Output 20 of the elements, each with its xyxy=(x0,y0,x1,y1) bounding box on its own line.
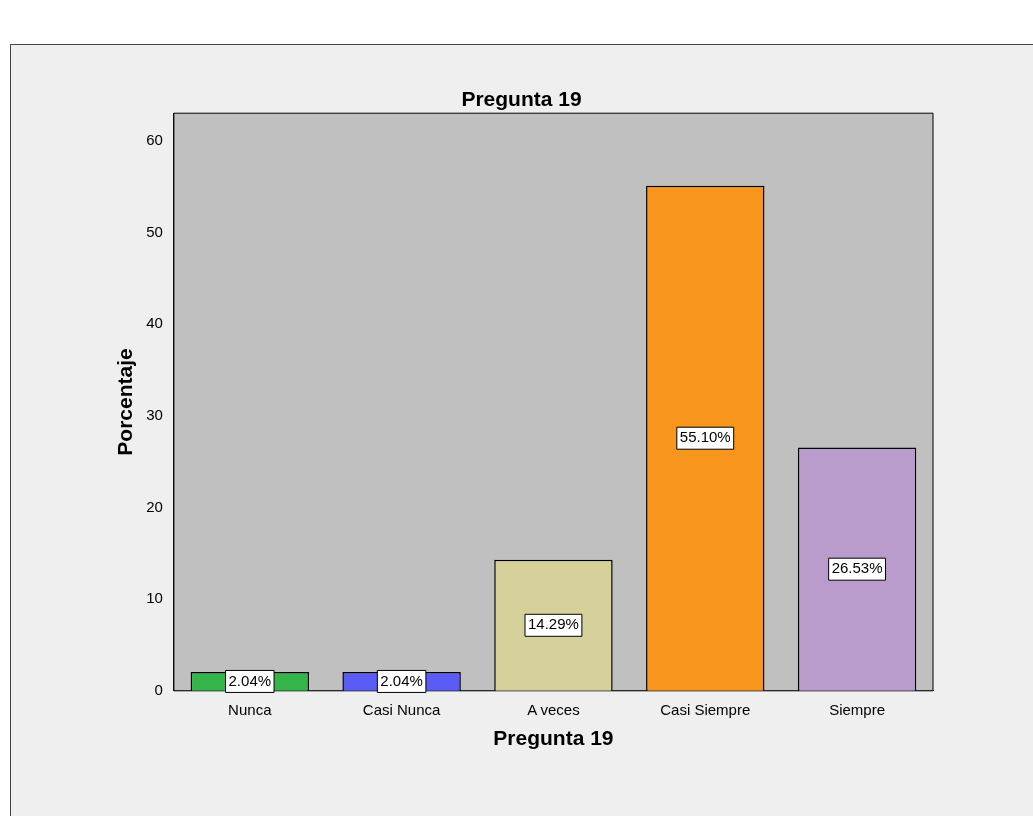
x-tick-label: Casi Nunca xyxy=(362,700,442,718)
x-axis-title: Pregunta 19 xyxy=(493,726,614,750)
x-tick-label: Casi Siempre xyxy=(660,700,751,718)
y-tick-label: 30 xyxy=(146,405,163,423)
y-axis-title: Porcentaje xyxy=(113,348,137,456)
y-tick-label: 0 xyxy=(154,680,163,698)
data-label: 55.10% xyxy=(679,428,731,446)
y-tick-label: 60 xyxy=(146,130,163,148)
data-label: 2.04% xyxy=(228,671,272,689)
y-tick-label: 20 xyxy=(146,497,163,515)
x-tick-label: Siempre xyxy=(829,700,886,718)
x-tick-label: A veces xyxy=(527,700,580,718)
data-label: 2.04% xyxy=(380,671,423,689)
x-tick-label: Nunca xyxy=(228,700,273,718)
y-tick-label: 40 xyxy=(146,314,163,332)
y-tick-label: 50 xyxy=(146,222,163,240)
data-label: 14.29% xyxy=(528,615,579,633)
y-tick-label: 10 xyxy=(146,589,163,607)
data-label: 26.53% xyxy=(831,559,883,577)
chart-title: Pregunta 19 xyxy=(461,87,582,111)
